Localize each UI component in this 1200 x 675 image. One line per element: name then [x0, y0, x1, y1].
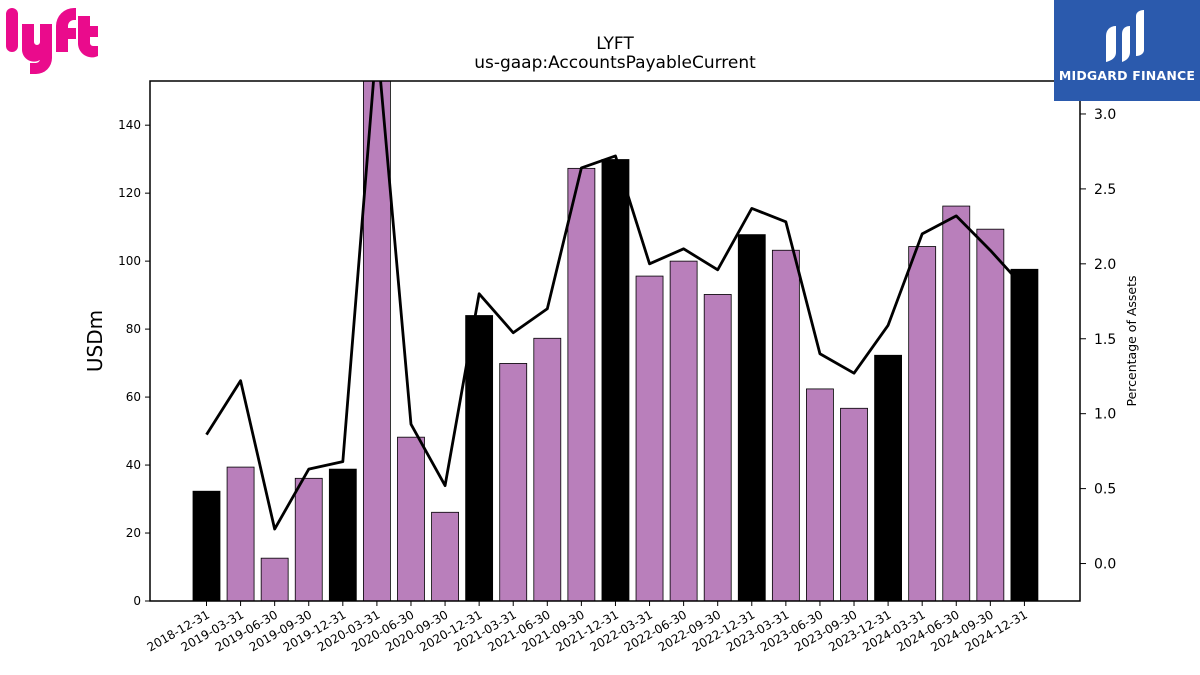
bar-2019-03-31	[226, 466, 255, 601]
y-tick-label: 60	[126, 390, 141, 404]
bar-2020-12-31	[465, 315, 494, 601]
bar-2024-09-30	[976, 228, 1005, 601]
bar-2023-03-31	[771, 249, 800, 601]
bar-2018-12-31	[192, 490, 221, 601]
bar-2021-06-30	[533, 337, 562, 601]
bar-2020-03-31	[362, 81, 391, 601]
y-tick-label: 80	[126, 322, 141, 336]
bar-2019-06-30	[260, 557, 289, 601]
bar-2019-09-30	[294, 477, 323, 601]
y-tick-label: 0	[133, 594, 141, 608]
percentage-of-assets-line	[205, 81, 1026, 531]
bar-2021-03-31	[499, 363, 528, 601]
bar-2022-06-30	[669, 260, 698, 601]
y2-axis-label: Percentage of Assets	[1124, 276, 1139, 407]
y-tick-label: 20	[126, 526, 141, 540]
y-tick-label: 140	[118, 118, 141, 132]
bar-2024-12-31	[1010, 268, 1039, 601]
y2-tick-label: 0.5	[1094, 482, 1116, 498]
y-axis-label: USDm	[83, 310, 107, 372]
y2-tick-label: 1.0	[1094, 407, 1116, 423]
chart-subtitle: us-gaap:AccountsPayableCurrent	[474, 53, 756, 73]
y2-tick-label: 1.5	[1094, 332, 1116, 348]
bar-2019-12-31	[328, 468, 357, 601]
y-tick-label: 120	[118, 186, 141, 200]
y-tick-label: 100	[118, 254, 141, 268]
bar-2023-12-31	[874, 354, 902, 601]
midgard-finance-logo: MIDGARD FINANCE	[1054, 0, 1200, 101]
bar-2022-03-31	[635, 275, 664, 601]
bar-2022-09-30	[703, 294, 732, 601]
chart-title: LYFT	[596, 34, 634, 54]
brand-name: MIDGARD FINANCE	[1058, 68, 1196, 83]
bar-2023-06-30	[806, 388, 834, 601]
bar-2021-09-30	[567, 167, 596, 601]
y2-tick-label: 2.5	[1094, 182, 1116, 198]
bar-2022-12-31	[737, 234, 766, 601]
bar-2024-03-31	[908, 246, 937, 601]
lyft-logo	[6, 8, 98, 74]
y2-tick-label: 3.0	[1094, 107, 1116, 123]
y2-tick-label: 2.0	[1094, 257, 1116, 273]
bar-2021-12-31	[601, 159, 630, 601]
midgard-finance-mark-icon	[1106, 10, 1144, 62]
bar-2024-06-30	[942, 205, 971, 601]
y2-tick-label: 0.0	[1094, 557, 1116, 573]
bar-2023-09-30	[840, 407, 868, 601]
bar-2020-06-30	[397, 436, 425, 601]
bar-2020-09-30	[431, 511, 459, 601]
y-tick-label: 40	[126, 458, 141, 472]
